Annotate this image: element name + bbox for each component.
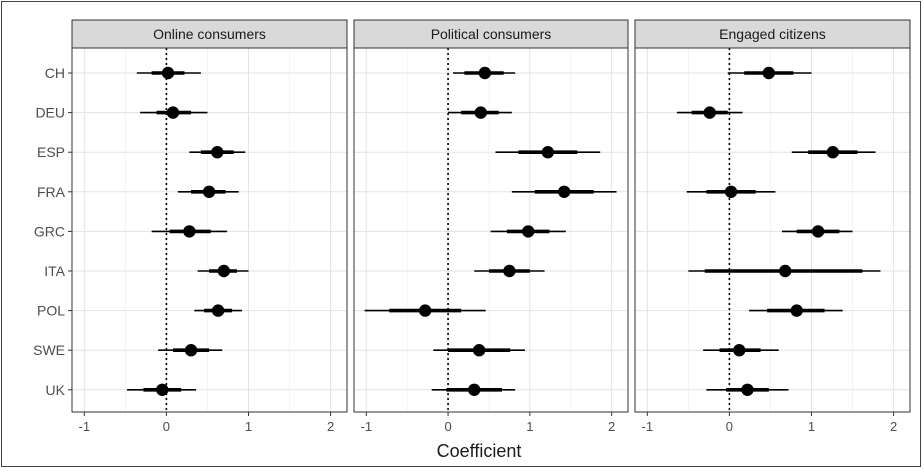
x-tick-label: 2 bbox=[327, 419, 334, 434]
x-tick-label: -1 bbox=[642, 419, 654, 434]
estimate-point bbox=[472, 344, 486, 357]
estimate-point bbox=[468, 383, 481, 396]
y-tick-label: POL bbox=[37, 303, 65, 319]
x-tick-label: 2 bbox=[608, 419, 615, 434]
estimate-point bbox=[724, 185, 738, 198]
x-tick-label: 0 bbox=[444, 419, 451, 434]
estimate-point bbox=[166, 106, 180, 119]
panel-background bbox=[635, 48, 910, 412]
estimate-point bbox=[790, 304, 803, 317]
panel-title: Political consumers bbox=[431, 26, 552, 42]
x-tick-label: 1 bbox=[808, 419, 815, 434]
x-tick-label: -1 bbox=[360, 419, 372, 434]
estimate-point bbox=[217, 264, 231, 278]
y-tick-label: UK bbox=[46, 382, 66, 398]
estimate-point bbox=[522, 225, 535, 238]
estimate-point bbox=[741, 383, 754, 396]
panel-strip bbox=[71, 19, 348, 49]
estimate-point bbox=[733, 344, 746, 357]
estimate-point bbox=[183, 225, 196, 238]
panel-title: Online consumers bbox=[153, 26, 266, 42]
panel-border bbox=[71, 47, 348, 413]
estimate-point bbox=[202, 185, 216, 198]
estimate-point bbox=[474, 106, 487, 119]
y-tick-label: ITA bbox=[44, 263, 65, 279]
estimate-point bbox=[541, 146, 555, 159]
estimate-point bbox=[211, 146, 224, 159]
panel-border bbox=[353, 47, 629, 413]
figure-border bbox=[1, 1, 921, 467]
estimate-point bbox=[184, 344, 198, 357]
y-tick-label: SWE bbox=[33, 342, 65, 358]
y-tick-label: FRA bbox=[37, 184, 66, 200]
panel-strip bbox=[634, 19, 911, 49]
panel-border bbox=[634, 47, 911, 413]
estimate-point bbox=[478, 66, 492, 80]
estimate-point bbox=[779, 264, 792, 278]
x-tick-label: 1 bbox=[526, 419, 533, 434]
panel-title: Engaged citizens bbox=[719, 26, 826, 42]
x-tick-label: 0 bbox=[163, 419, 170, 434]
y-tick-label: CH bbox=[45, 65, 65, 81]
estimate-point bbox=[762, 66, 776, 80]
estimate-point bbox=[418, 304, 432, 317]
panel-strip bbox=[353, 19, 629, 49]
estimate-point bbox=[703, 106, 716, 119]
y-tick-label: DEU bbox=[35, 105, 65, 121]
x-tick-label: 2 bbox=[890, 419, 897, 434]
estimate-point bbox=[558, 185, 571, 198]
estimate-point bbox=[811, 225, 825, 238]
x-tick-label: 0 bbox=[726, 419, 733, 434]
x-axis-title: Coefficient bbox=[436, 441, 522, 461]
y-tick-label: ESP bbox=[37, 144, 65, 160]
estimate-point bbox=[156, 383, 169, 396]
x-tick-label: 1 bbox=[245, 419, 252, 434]
x-tick-label: -1 bbox=[79, 419, 91, 434]
estimate-point bbox=[503, 264, 516, 278]
estimate-point bbox=[826, 146, 840, 159]
estimate-point bbox=[161, 66, 175, 80]
estimate-point bbox=[211, 304, 225, 317]
y-tick-label: GRC bbox=[34, 223, 65, 239]
